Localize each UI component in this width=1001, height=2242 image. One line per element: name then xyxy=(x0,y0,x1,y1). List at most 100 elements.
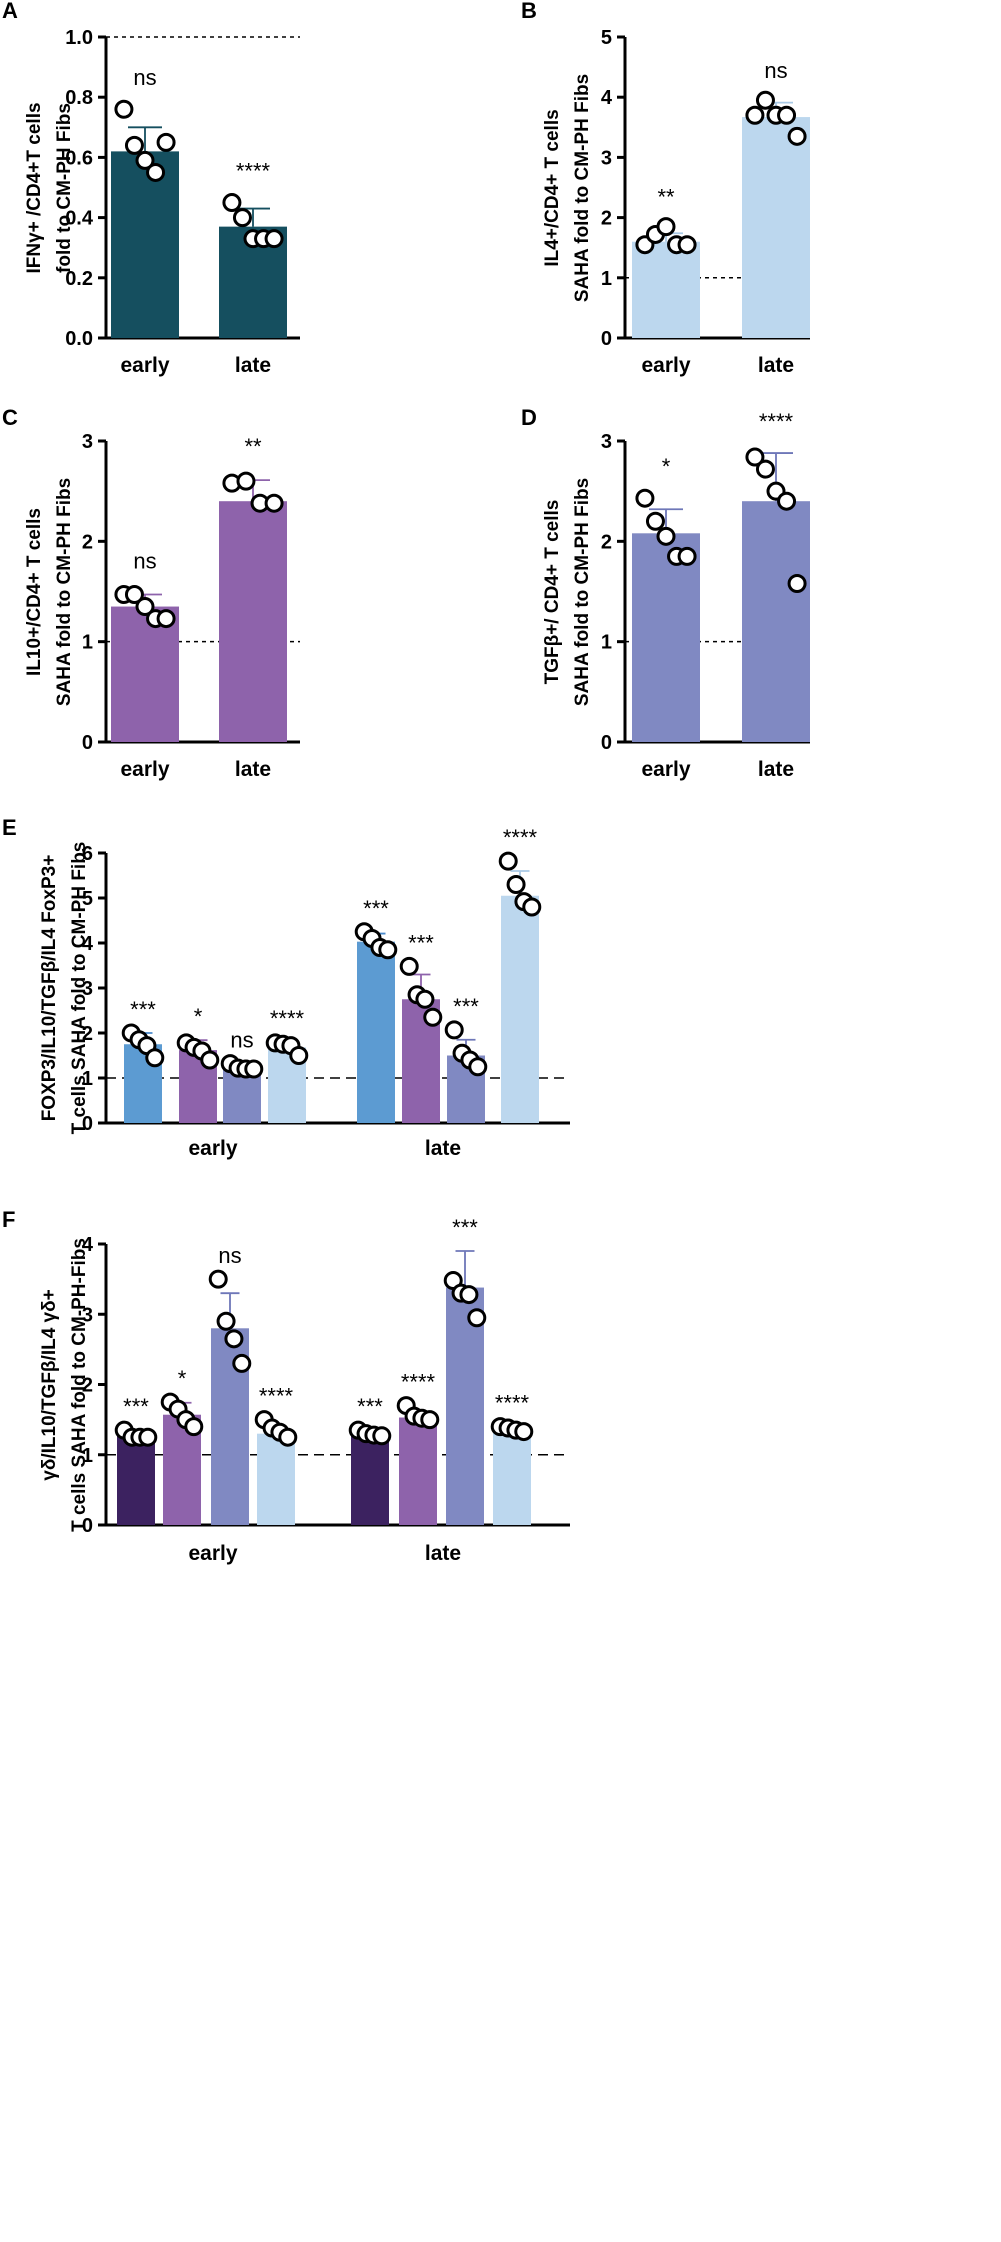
panel-b: B IL4+/CD4+ T cells SAHA fold to CM-PH Fib… xyxy=(521,0,810,377)
data-point xyxy=(522,897,542,917)
x-category-label: early xyxy=(188,1542,237,1565)
bar xyxy=(111,606,179,742)
x-category-label: late xyxy=(758,354,794,377)
data-point xyxy=(156,132,176,152)
panel-c: C IL10+/CD4+ T cells SAHA fold to CM-PH Fi… xyxy=(2,405,300,781)
y-tick-label: 1 xyxy=(82,1068,93,1090)
data-point xyxy=(264,493,284,513)
y-axis-label-line: γδ/IL10/TGFβ/IL4 γδ+ xyxy=(39,1289,60,1480)
y-tick-label: 0.2 xyxy=(65,268,93,290)
data-point xyxy=(135,597,155,617)
data-point xyxy=(289,1046,309,1065)
y-tick-label: 6 xyxy=(82,843,93,865)
panel-letter: D xyxy=(521,405,537,430)
significance-label: *** xyxy=(130,997,156,1022)
significance-label: **** xyxy=(236,159,271,184)
significance-label: ** xyxy=(244,434,262,459)
bar xyxy=(117,1435,155,1525)
panel-letter: A xyxy=(2,0,18,23)
y-tick-label: 0 xyxy=(82,1113,93,1135)
y-tick-label: 4 xyxy=(82,933,94,955)
y-axis-label-line: IL4+/CD4+ T cells xyxy=(542,109,563,266)
significance-label: **** xyxy=(259,1384,294,1409)
bar xyxy=(351,1434,389,1525)
y-tick-label: 2 xyxy=(82,531,93,553)
panel-letter: F xyxy=(2,1207,15,1232)
y-tick-label: 3 xyxy=(601,431,612,453)
significance-label: * xyxy=(662,454,671,479)
data-point xyxy=(124,135,144,155)
data-point xyxy=(264,229,284,249)
data-point xyxy=(677,235,697,255)
data-point xyxy=(506,875,526,894)
x-category-label: early xyxy=(641,354,690,377)
panel-letter: B xyxy=(521,0,537,23)
data-point xyxy=(514,1422,534,1442)
significance-label: * xyxy=(194,1004,203,1029)
y-tick-label: 1 xyxy=(82,632,93,654)
bar xyxy=(257,1433,295,1525)
y-tick-label: 1 xyxy=(601,632,612,654)
significance-label: *** xyxy=(363,896,389,921)
data-point xyxy=(656,526,676,546)
data-point xyxy=(145,1048,165,1068)
y-tick-label: 3 xyxy=(82,978,93,1000)
bar xyxy=(357,941,395,1123)
bar xyxy=(399,1417,437,1525)
data-point xyxy=(677,546,697,566)
y-axis-label-line: fold to CM-PH Fibs xyxy=(54,103,75,273)
data-point xyxy=(423,1007,443,1027)
data-point xyxy=(645,511,665,531)
significance-label: **** xyxy=(759,409,794,434)
y-axis-label-line: IFNγ+ /CD4+T cells xyxy=(24,102,45,273)
y-tick-label: 2 xyxy=(82,1375,93,1397)
data-point xyxy=(787,126,807,146)
y-tick-label: 3 xyxy=(601,147,612,169)
data-point xyxy=(444,1020,464,1040)
y-tick-label: 0 xyxy=(601,328,612,350)
data-point xyxy=(138,1427,158,1447)
x-category-label: late xyxy=(425,1542,461,1565)
data-point xyxy=(498,851,518,871)
bar xyxy=(742,117,810,338)
y-tick-label: 1 xyxy=(82,1445,93,1467)
data-point xyxy=(208,1269,228,1289)
y-tick-label: 0 xyxy=(82,1515,93,1537)
y-tick-label: 1 xyxy=(601,268,612,290)
data-point xyxy=(755,459,775,479)
data-point xyxy=(467,1308,487,1328)
significance-label: *** xyxy=(408,930,434,955)
significance-label: **** xyxy=(495,1391,530,1416)
y-axis-label-line: T cells SAHA fold to CM-PH-Fibs xyxy=(69,1238,90,1532)
data-point xyxy=(236,471,256,491)
data-point xyxy=(777,105,797,125)
y-tick-label: 2 xyxy=(601,208,612,230)
y-tick-label: 0.0 xyxy=(65,328,93,350)
y-axis-label-line: T cells SAHA fold to CM-PH Fibs xyxy=(69,842,90,1135)
panel-letter: E xyxy=(2,815,17,840)
y-axis-label-line: TGFβ+/ CD4+ T cells xyxy=(542,500,563,685)
bar xyxy=(219,501,287,742)
data-point xyxy=(468,1057,488,1077)
bar xyxy=(632,533,700,742)
y-tick-label: 3 xyxy=(82,1304,93,1326)
x-category-label: late xyxy=(425,1137,461,1160)
x-category-label: late xyxy=(758,758,794,781)
y-tick-label: 4 xyxy=(82,1234,94,1256)
bar xyxy=(111,151,179,338)
data-point xyxy=(146,162,166,182)
x-category-label: late xyxy=(235,354,271,377)
significance-label: ns xyxy=(133,549,156,574)
data-point xyxy=(459,1285,479,1305)
data-point xyxy=(124,585,144,605)
x-category-label: early xyxy=(188,1137,237,1160)
panel-e: E FOXP3/IL10/TGFβ/IL4 FoxP3+ T cells SAHA … xyxy=(2,815,570,1160)
x-category-label: late xyxy=(235,758,271,781)
significance-label: **** xyxy=(401,1370,436,1395)
panel-d: D TGFβ+/ CD4+ T cells SAHA fold to CM-PH F… xyxy=(521,405,810,781)
data-point xyxy=(745,105,765,125)
data-point xyxy=(787,573,807,593)
significance-label: ns xyxy=(764,58,787,83)
data-point xyxy=(232,1353,252,1373)
